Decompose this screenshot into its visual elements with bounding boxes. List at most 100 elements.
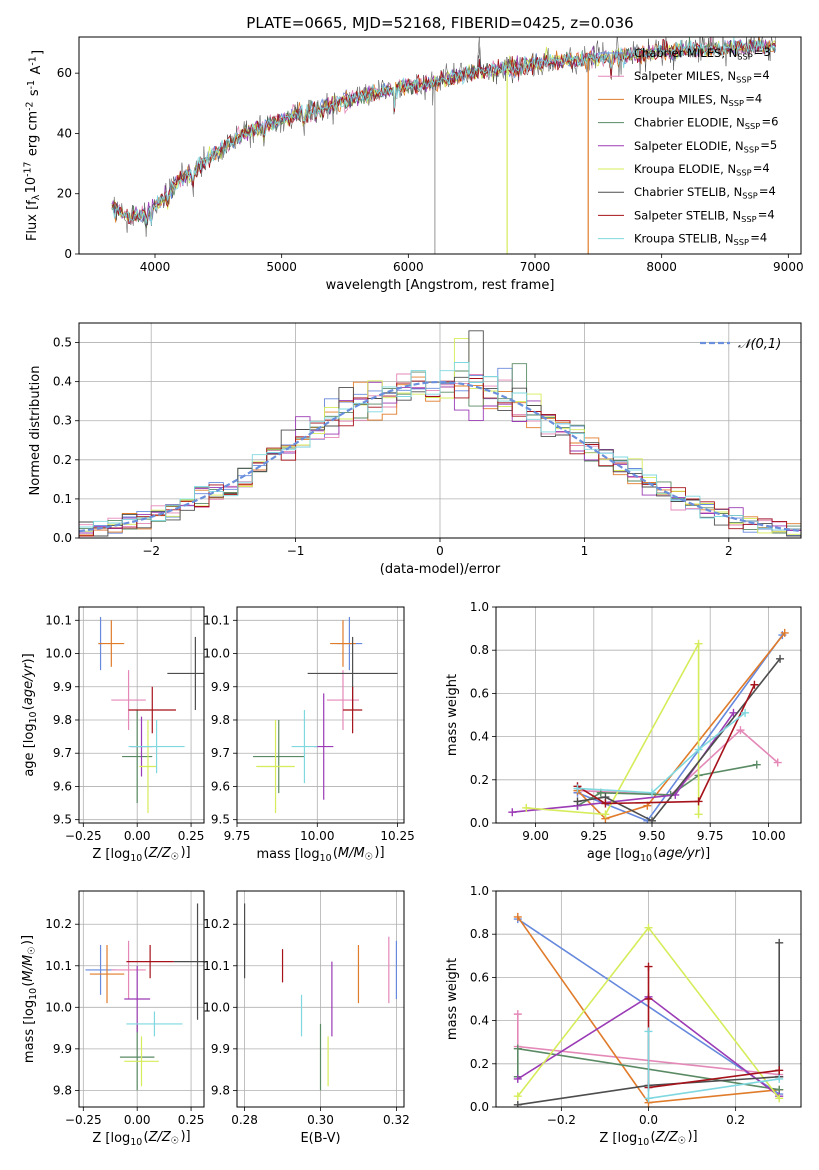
x-tick-label: 7000 — [520, 260, 551, 274]
y-tick-label: 10.1 — [45, 959, 72, 973]
weight-line — [508, 708, 738, 817]
y-tick-label: 9.8 — [211, 1083, 230, 1097]
x-tick-label: 9.75 — [697, 829, 724, 843]
errorbar-point — [119, 1023, 155, 1091]
legend-entry: Kroupa STELIB, NSSP =4 — [634, 231, 767, 247]
x-axis-label: age [log10 (age/yr)] — [587, 846, 710, 864]
errorbar-point — [98, 620, 125, 667]
x-tick-label: 9.50 — [639, 829, 666, 843]
errorbar-point — [256, 719, 295, 814]
weight-marker — [741, 708, 750, 717]
y-tick-label: 10.0 — [45, 1000, 72, 1014]
x-tick-label: 5000 — [266, 260, 297, 274]
legend-entry: Salpeter MILES, NSSP =4 — [634, 68, 770, 84]
errorbar-point — [128, 719, 185, 774]
x-tick-label: −1 — [287, 544, 305, 558]
weight-marker — [694, 745, 703, 754]
x-tick-label: 8000 — [646, 260, 677, 274]
weight-marker — [513, 1074, 522, 1083]
y-axis-label: mass weight — [445, 674, 460, 756]
weight-marker — [644, 962, 653, 971]
axes-frame — [495, 606, 802, 824]
y-tick-label: 0.0 — [53, 531, 72, 545]
weight-polyline — [526, 643, 700, 816]
y-tick-label: 0.4 — [470, 1014, 489, 1028]
axes-age_vs_Z: −0.25 0.00 0.25 9.5 9.6 9.7 9.8 9.9 10.0 10.1 Z [l… — [21, 606, 205, 864]
x-tick-label: 0.28 — [231, 1113, 258, 1127]
errorbar-point — [89, 945, 125, 1004]
y-tick-label: 9.9 — [53, 680, 72, 694]
axes-frame — [78, 890, 205, 1108]
errorbar-point — [111, 940, 146, 999]
axes-frame — [78, 36, 802, 255]
x-axis-label: Z [log10 (Z/Z☉ )] — [92, 1129, 190, 1148]
legend-entry: Chabrier ELODIE, NSSP =6 — [634, 115, 778, 131]
gaussian-reference-curve — [79, 380, 801, 533]
weight-marker — [729, 708, 738, 717]
weight-marker — [780, 628, 789, 637]
legend-entry: Kroupa ELODIE, NSSP =4 — [634, 161, 770, 177]
x-tick-label: 4000 — [140, 260, 171, 274]
errorbar-point — [330, 620, 356, 667]
weight-marker — [647, 788, 656, 797]
axes-spectrum: 4000 5000 6000 7000 8000 9000 0 20 40 60 wavelengt… — [23, 36, 804, 293]
legend-entry: Kroupa MILES, NSSP =4 — [634, 91, 762, 107]
errorbar-point — [167, 636, 204, 711]
weight-polyline — [577, 684, 756, 805]
weight-polyline — [577, 729, 779, 796]
weight-polyline — [647, 1031, 780, 1100]
x-tick-label: 0.32 — [383, 1113, 410, 1127]
y-tick-label: 0.4 — [53, 375, 72, 389]
y-tick-label: 9.8 — [211, 713, 230, 727]
weight-marker — [736, 726, 745, 735]
x-tick-label: 9.00 — [522, 829, 549, 843]
weight-marker — [647, 816, 656, 823]
x-tick-label: 0.00 — [124, 1113, 151, 1127]
errorbar-point — [122, 710, 153, 804]
y-tick-label: 1.0 — [470, 600, 489, 614]
y-tick-label: 9.9 — [53, 1042, 72, 1056]
y-tick-label: 9.8 — [53, 713, 72, 727]
errorbar-point — [139, 719, 157, 814]
errorbar-point — [126, 945, 174, 979]
y-axis-label: Normed distribution — [28, 366, 43, 496]
weight-marker — [513, 912, 522, 921]
plot-area-spectrum — [111, 37, 777, 254]
x-tick-label: −0.25 — [65, 1113, 102, 1127]
errorbar-point — [342, 686, 363, 734]
errorbar-point — [291, 710, 318, 784]
x-tick-label: 10.25 — [380, 829, 414, 843]
weight-marker — [694, 639, 703, 648]
x-tick-label: 0.2 — [726, 1113, 745, 1127]
plot-area-weight_vs_Z — [513, 912, 784, 1107]
y-axis-label: age [log10 (age/yr)] — [21, 653, 39, 776]
plot-area-mass_vs_ebv — [243, 903, 398, 1091]
weight-marker — [750, 680, 759, 689]
axes-age_vs_mass: 9.75 10.00 10.25 9.5 9.6 9.7 9.8 9.9 10.0 10.1 mas… — [203, 606, 415, 864]
weight-marker — [601, 810, 610, 819]
x-tick-label: −0.25 — [65, 829, 102, 843]
y-tick-label: 9.6 — [53, 779, 72, 793]
x-tick-label: 0.25 — [178, 1113, 205, 1127]
weight-polyline — [647, 966, 780, 1089]
weight-line — [522, 639, 703, 819]
plot-area-age_vs_mass — [253, 616, 398, 814]
weight-line — [573, 654, 785, 823]
y-tick-label: 10.0 — [203, 1000, 230, 1014]
x-tick-label: 0.00 — [124, 829, 151, 843]
spectrum-line — [111, 37, 777, 229]
x-axis-label: wavelength [Angstrom, rest frame] — [326, 278, 555, 293]
y-tick-label: 10.1 — [45, 613, 72, 627]
y-tick-label: 0.6 — [470, 970, 489, 984]
weight-marker — [773, 758, 782, 767]
weight-polyline — [517, 942, 780, 1106]
x-tick-label: 0.25 — [178, 829, 205, 843]
errorbar-point — [126, 1011, 183, 1037]
errorbar-point — [173, 903, 204, 1020]
weight-marker — [775, 1066, 784, 1075]
figure-title: PLATE=0665, MJD=52168, FIBERID=0425, z=0… — [246, 14, 633, 32]
y-tick-label: 10.0 — [45, 647, 72, 661]
x-tick-label: 6000 — [393, 260, 424, 274]
spectrum-line — [111, 37, 777, 229]
y-axis-label: mass weight — [445, 958, 460, 1040]
